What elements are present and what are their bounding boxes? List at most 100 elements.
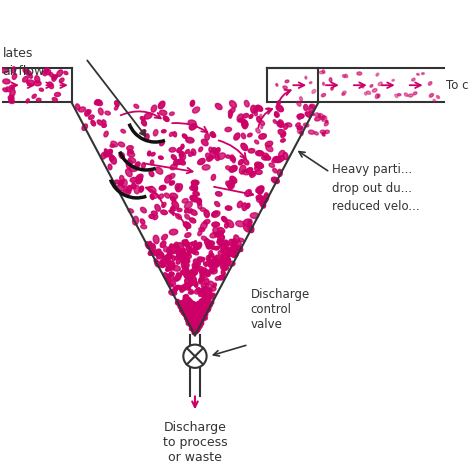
Ellipse shape [201, 222, 207, 229]
Ellipse shape [186, 320, 191, 325]
Ellipse shape [9, 100, 15, 103]
Ellipse shape [55, 92, 61, 97]
Ellipse shape [241, 143, 247, 151]
Ellipse shape [322, 133, 325, 136]
Ellipse shape [198, 203, 202, 209]
Ellipse shape [197, 323, 201, 328]
Ellipse shape [192, 315, 198, 319]
Ellipse shape [171, 155, 176, 160]
Ellipse shape [186, 137, 194, 143]
Ellipse shape [174, 277, 180, 281]
Ellipse shape [192, 330, 196, 335]
Ellipse shape [220, 258, 225, 264]
Ellipse shape [178, 306, 182, 309]
Ellipse shape [186, 319, 190, 323]
Ellipse shape [181, 261, 187, 269]
Ellipse shape [194, 312, 197, 316]
Ellipse shape [169, 147, 176, 152]
Ellipse shape [198, 322, 202, 328]
Ellipse shape [153, 235, 159, 244]
Ellipse shape [196, 308, 201, 314]
Ellipse shape [201, 305, 204, 308]
Ellipse shape [234, 133, 240, 140]
Ellipse shape [225, 244, 229, 248]
Ellipse shape [159, 252, 164, 256]
Ellipse shape [237, 201, 242, 208]
Ellipse shape [149, 241, 152, 246]
Ellipse shape [149, 215, 155, 219]
Ellipse shape [232, 244, 237, 250]
Ellipse shape [190, 283, 195, 285]
Ellipse shape [192, 311, 198, 316]
Ellipse shape [205, 303, 209, 308]
Ellipse shape [184, 208, 188, 213]
Ellipse shape [128, 150, 134, 154]
Ellipse shape [136, 176, 142, 184]
Ellipse shape [103, 153, 110, 157]
Ellipse shape [269, 163, 274, 167]
Ellipse shape [373, 89, 377, 92]
Ellipse shape [201, 272, 209, 278]
Ellipse shape [185, 312, 191, 316]
Ellipse shape [128, 209, 134, 213]
Ellipse shape [11, 67, 16, 73]
Ellipse shape [186, 313, 191, 317]
Ellipse shape [236, 221, 244, 227]
Ellipse shape [207, 155, 213, 161]
Ellipse shape [184, 303, 188, 310]
Ellipse shape [185, 252, 191, 256]
Ellipse shape [201, 287, 208, 292]
Ellipse shape [170, 181, 174, 185]
Ellipse shape [199, 321, 203, 327]
Ellipse shape [197, 311, 202, 315]
Ellipse shape [209, 251, 212, 255]
Ellipse shape [183, 261, 189, 268]
Ellipse shape [221, 247, 229, 254]
Ellipse shape [28, 73, 32, 78]
Ellipse shape [392, 79, 394, 81]
Ellipse shape [111, 141, 118, 147]
Ellipse shape [260, 114, 262, 118]
Ellipse shape [166, 266, 171, 271]
Ellipse shape [300, 127, 303, 130]
Ellipse shape [204, 307, 207, 310]
Ellipse shape [180, 305, 184, 311]
Ellipse shape [204, 308, 209, 312]
Ellipse shape [39, 88, 44, 91]
Ellipse shape [305, 112, 311, 117]
Ellipse shape [199, 269, 202, 274]
Ellipse shape [25, 70, 31, 76]
Ellipse shape [104, 149, 108, 153]
Ellipse shape [82, 124, 88, 130]
Ellipse shape [193, 305, 197, 309]
Ellipse shape [142, 163, 146, 168]
Ellipse shape [198, 314, 201, 319]
Ellipse shape [200, 268, 207, 273]
Ellipse shape [198, 318, 201, 321]
Ellipse shape [198, 231, 202, 236]
Ellipse shape [376, 73, 379, 76]
Ellipse shape [173, 132, 177, 137]
Ellipse shape [207, 301, 211, 305]
Ellipse shape [276, 83, 278, 86]
Ellipse shape [186, 298, 192, 304]
Ellipse shape [197, 309, 203, 313]
Ellipse shape [220, 264, 224, 270]
Ellipse shape [191, 301, 197, 306]
Ellipse shape [170, 244, 173, 249]
Ellipse shape [201, 312, 206, 316]
Ellipse shape [260, 120, 264, 126]
Ellipse shape [183, 306, 190, 310]
Ellipse shape [230, 155, 234, 161]
Ellipse shape [315, 117, 321, 121]
Ellipse shape [192, 314, 197, 319]
Ellipse shape [187, 319, 192, 323]
Ellipse shape [130, 177, 137, 182]
Ellipse shape [182, 301, 185, 305]
Ellipse shape [210, 253, 214, 258]
Ellipse shape [110, 144, 115, 147]
Ellipse shape [181, 306, 187, 311]
Ellipse shape [190, 218, 196, 223]
Ellipse shape [315, 113, 318, 116]
Ellipse shape [219, 275, 225, 280]
